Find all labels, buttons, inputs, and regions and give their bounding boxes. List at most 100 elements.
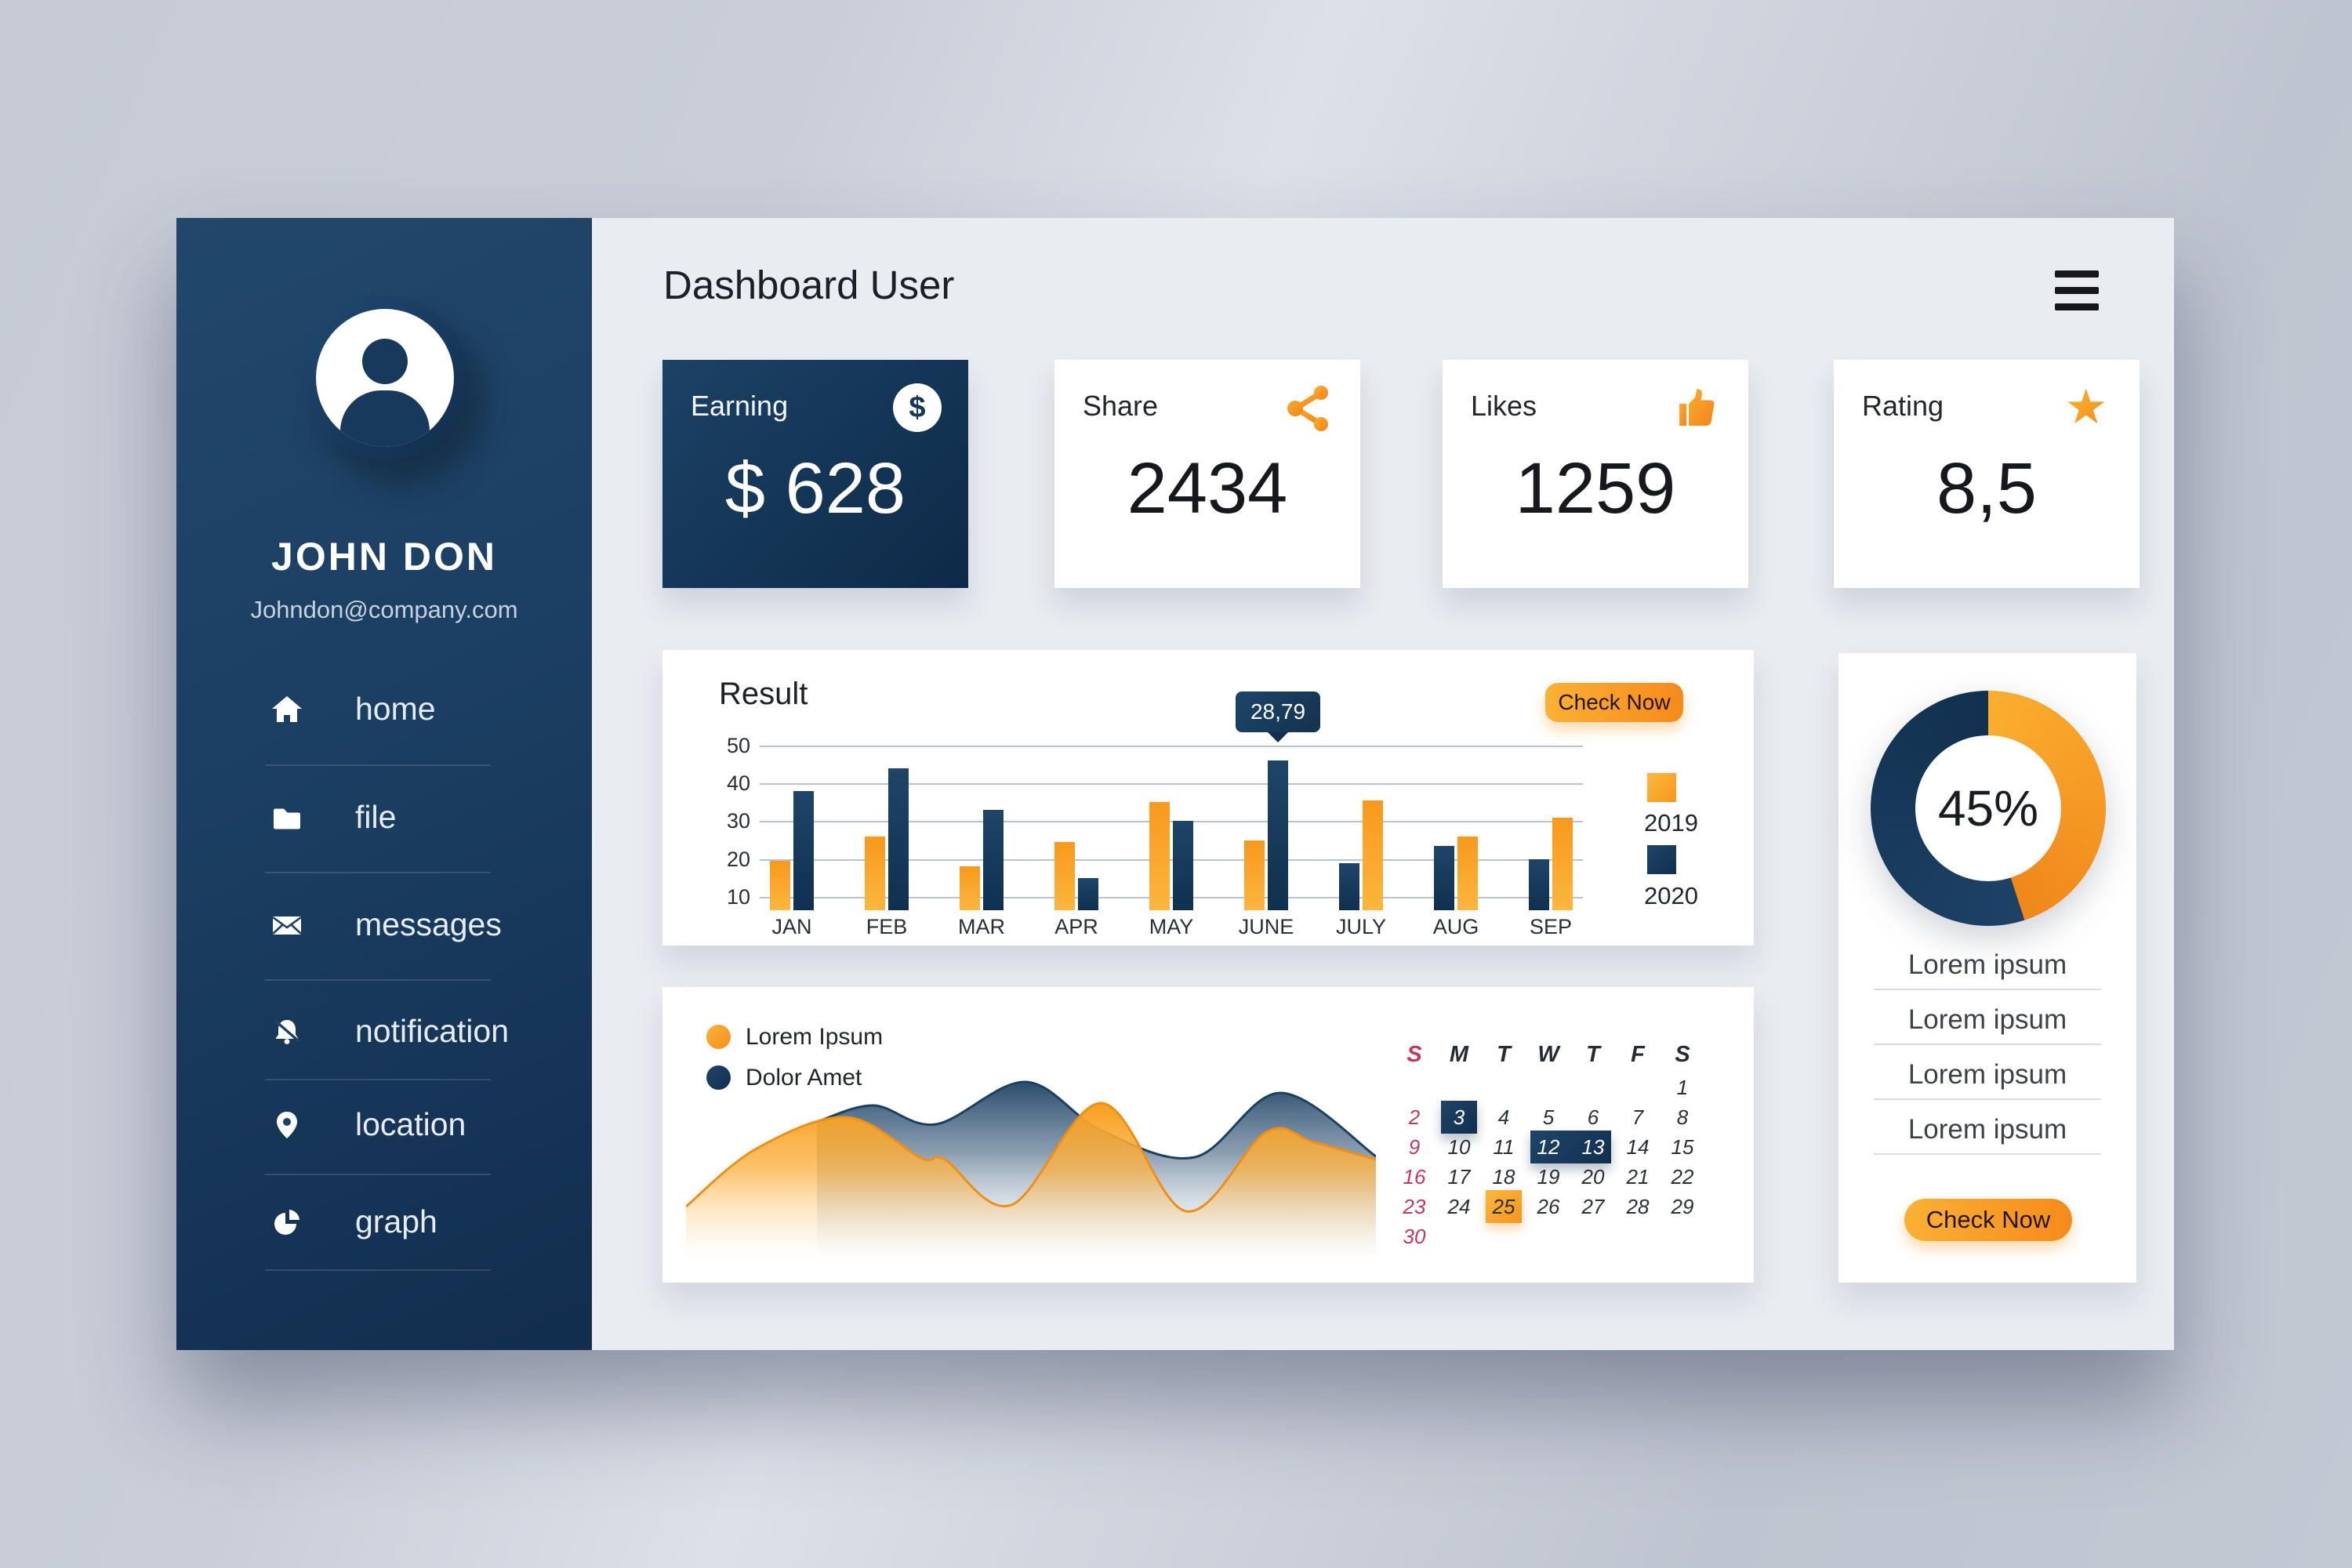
legend-dot-dolor	[706, 1065, 731, 1090]
bar-2019-JAN	[770, 861, 790, 910]
calendar-day[interactable]: 18	[1492, 1165, 1515, 1189]
list-item[interactable]: Lorem ipsum	[1907, 1004, 2067, 1035]
calendar-day[interactable]: 2	[1408, 1105, 1421, 1129]
y-axis-label: 10	[726, 885, 750, 909]
calendar-day[interactable]: 24	[1447, 1195, 1471, 1218]
calendar-day[interactable]: 23	[1403, 1195, 1426, 1218]
stat-card-likes[interactable]: Likes 1259	[1443, 360, 1748, 588]
y-axis-label: 30	[726, 809, 750, 833]
calendar-day[interactable]: 11	[1493, 1135, 1515, 1159]
divider	[265, 872, 491, 873]
calendar-day[interactable]: 14	[1626, 1135, 1650, 1159]
sidebar-item-graph[interactable]: graph	[176, 1197, 592, 1247]
stat-card-share[interactable]: Share 2434	[1054, 360, 1360, 588]
y-axis-label: 50	[726, 733, 750, 757]
calendar-day[interactable]: 21	[1626, 1165, 1650, 1189]
bar-2019-FEB	[865, 836, 885, 910]
calendar-weekday: T	[1586, 1042, 1600, 1067]
calendar-day[interactable]: 22	[1671, 1165, 1694, 1189]
bar-2019-MAY	[1149, 802, 1170, 910]
sidebar-item-location[interactable]: location	[176, 1100, 592, 1150]
calendar-day[interactable]: 28	[1626, 1195, 1650, 1218]
calendar-day[interactable]: 5	[1542, 1105, 1555, 1129]
calendar-day[interactable]: 20	[1581, 1165, 1605, 1189]
bell-muted-icon	[274, 1019, 300, 1044]
x-axis-label: SEP	[1529, 915, 1573, 938]
calendar-day[interactable]: 12	[1537, 1135, 1560, 1159]
bar-2020-AUG	[1434, 845, 1454, 910]
bar-2020-APR	[1078, 877, 1098, 910]
divider	[265, 1269, 491, 1271]
stat-card-rating[interactable]: Rating ★ 8,5	[1834, 360, 2140, 588]
gridline	[760, 897, 1583, 898]
x-axis-label: JULY	[1335, 915, 1387, 938]
calendar-day[interactable]: 19	[1537, 1165, 1560, 1189]
divider	[1874, 1098, 2101, 1100]
calendar-day[interactable]: 29	[1671, 1195, 1694, 1218]
calendar-day[interactable]: 10	[1447, 1135, 1471, 1159]
list-item[interactable]: Lorem ipsum	[1907, 1114, 2067, 1145]
calendar-day[interactable]: 4	[1497, 1105, 1510, 1129]
calendar-weekday: M	[1449, 1042, 1469, 1067]
calendar-day[interactable]: 30	[1403, 1225, 1426, 1248]
x-axis-label: MAY	[1149, 915, 1194, 938]
avatar-image	[316, 309, 454, 447]
bar-2019-JUNE	[1244, 840, 1265, 910]
legend-label-lorem: Lorem Ipsum	[746, 1024, 884, 1050]
sidebar-item-notification[interactable]: notification	[176, 1007, 592, 1057]
sidebar-item-file[interactable]: file	[176, 793, 592, 843]
avatar[interactable]	[303, 296, 467, 460]
bar-2020-JAN	[793, 790, 814, 910]
gridline	[760, 858, 1583, 861]
profile-name: JOHN DON	[271, 535, 497, 579]
donut-chart: 45%	[1871, 691, 2106, 926]
divider	[1874, 1153, 2101, 1155]
bar-tooltip: 28,79	[1236, 691, 1320, 742]
bar-2019-SEP	[1552, 817, 1573, 910]
calendar-day[interactable]: 13	[1581, 1135, 1605, 1159]
hamburger-menu-icon[interactable]	[2055, 270, 2100, 310]
list-item[interactable]: Lorem ipsum	[1907, 1059, 2067, 1090]
calendar-day[interactable]: 7	[1632, 1105, 1644, 1129]
profile-email: Johndon@company.com	[250, 596, 518, 623]
calendar-day[interactable]: 15	[1671, 1135, 1694, 1159]
check-now-button-secondary[interactable]: Check Now	[1904, 1199, 2072, 1241]
bar-chart: 50 40 30 20 10 JAN FEB MAR APR MAY JUNE JULY AUG SEP	[662, 650, 1754, 946]
calendar-day[interactable]: 25	[1492, 1195, 1515, 1218]
check-now-button[interactable]: Check Now	[1545, 683, 1683, 722]
list-item[interactable]: Lorem ipsum	[1907, 949, 2067, 980]
calendar-weekday: W	[1537, 1042, 1559, 1067]
calendar-day[interactable]: 9	[1408, 1135, 1421, 1159]
bar-2020-FEB	[888, 768, 909, 910]
calendar-day[interactable]: 8	[1676, 1105, 1689, 1129]
calendar-day[interactable]: 17	[1447, 1165, 1471, 1189]
share-value: 2434	[1127, 448, 1288, 528]
map-pin-icon	[277, 1112, 297, 1138]
stat-card-earning[interactable]: Earning $ $ 628	[662, 360, 968, 588]
bar-2020-SEP	[1529, 858, 1549, 910]
bar-2019-JULY	[1363, 800, 1383, 910]
calendar-day[interactable]: 3	[1453, 1105, 1465, 1129]
calendar-day[interactable]: 26	[1537, 1195, 1560, 1218]
calendar-day[interactable]: 27	[1581, 1195, 1605, 1218]
area-series-lorem-ipsum	[686, 1102, 1376, 1269]
calendar-day[interactable]: 6	[1587, 1105, 1599, 1129]
calendar-weekday: F	[1631, 1042, 1645, 1067]
x-axis-label: FEB	[866, 915, 908, 938]
calendar-day[interactable]: 16	[1403, 1165, 1426, 1189]
x-axis-label: APR	[1054, 915, 1098, 938]
bar-2019-AUG	[1457, 836, 1478, 910]
sidebar-item-messages[interactable]: messages	[176, 900, 592, 950]
bar-2019-APR	[1054, 841, 1075, 910]
home-icon	[272, 696, 302, 722]
calendar-day[interactable]: 1	[1676, 1076, 1689, 1099]
x-axis-label: AUG	[1432, 915, 1479, 938]
result-card: Result Check Now 28,79 50 40 30 20 10 JAN FEB M…	[662, 650, 1754, 946]
likes-value: 1259	[1515, 448, 1676, 528]
x-axis-label: JUNE	[1238, 915, 1294, 938]
divider	[265, 1079, 491, 1080]
pie-chart-icon	[274, 1210, 299, 1235]
donut-percent: 45%	[1915, 735, 2061, 881]
sidebar-item-home[interactable]: home	[176, 684, 592, 735]
gridline	[760, 821, 1583, 823]
